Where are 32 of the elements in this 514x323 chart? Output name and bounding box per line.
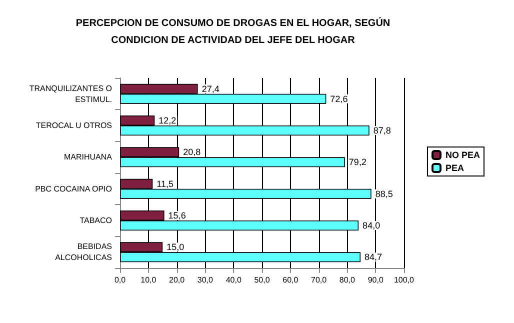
- data-label: 15,0: [166, 242, 184, 252]
- legend-label: PEA: [445, 163, 464, 173]
- data-label: 79,2: [348, 157, 366, 168]
- x-tick-label: 30,0: [197, 276, 214, 284]
- x-tick-label: 90,0: [368, 276, 384, 284]
- x-tick-label: 100,0: [394, 276, 415, 284]
- data-label: 20,8: [183, 147, 201, 158]
- x-tick-label: 80,0: [339, 276, 356, 284]
- y-tick-label: BEBIDAS ALCOHOLICAS: [55, 242, 112, 262]
- data-label: 72,6: [330, 94, 348, 104]
- x-tick-label: 0,0: [114, 276, 126, 284]
- x-tick-label: 50,0: [254, 276, 270, 284]
- data-label: 87,8: [373, 126, 391, 136]
- chart-title: PERCEPCION DE CONSUMO DE DROGAS EN EL HOGAR, SEGÚN CONDICION DE ACTIVIDAD DEL JEFE DEL HOGAR: [76, 17, 390, 46]
- x-tick-label: 60,0: [282, 276, 299, 284]
- x-tick-label: 70,0: [311, 276, 328, 284]
- data-label: 84,7: [364, 252, 382, 262]
- y-tick-label: TABACO: [80, 216, 112, 225]
- x-tick-label: 40,0: [226, 276, 242, 284]
- x-tick-label: 20,0: [169, 276, 186, 284]
- y-tick-label: PBC COCAINA OPIO: [35, 184, 112, 194]
- data-label: 15,6: [168, 210, 186, 220]
- y-tick-label: TEROCAL U OTROS: [36, 121, 112, 130]
- data-label: 88,5: [375, 188, 393, 199]
- data-label: 27,4: [202, 84, 220, 94]
- y-tick-label: TRANQUILIZANTES O ESTIMUL.: [29, 84, 112, 104]
- legend-label: NO PEA: [445, 150, 480, 160]
- data-label: 84,0: [362, 220, 380, 230]
- data-label: 12,2: [158, 116, 176, 126]
- data-label: 11,5: [156, 178, 174, 189]
- x-tick-label: 10,0: [140, 276, 157, 284]
- y-tick-label: MARIHUANA: [64, 152, 113, 162]
